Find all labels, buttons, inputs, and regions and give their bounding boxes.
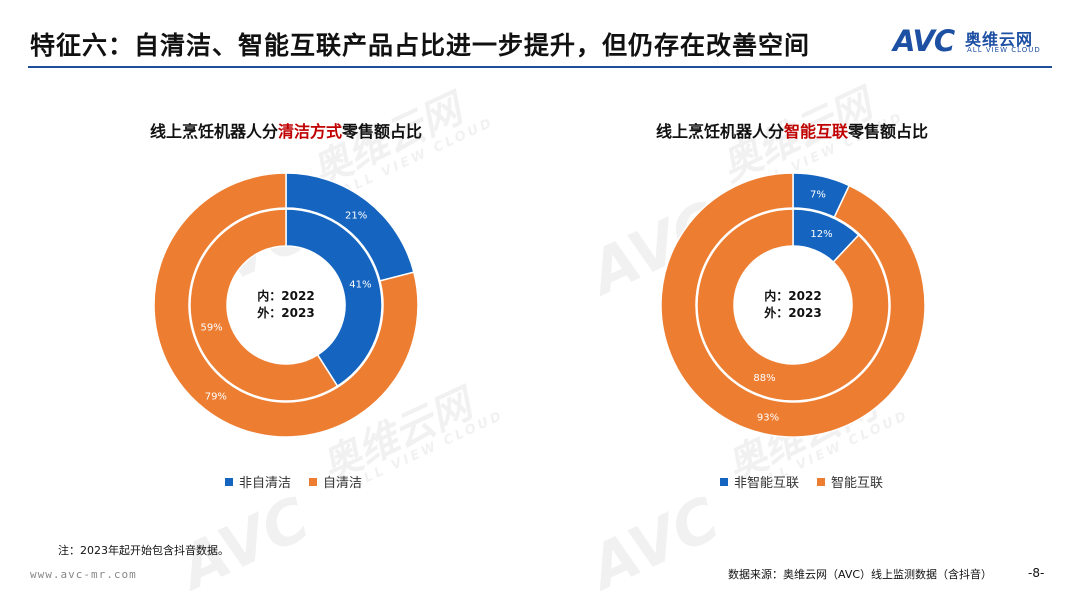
center-label-inner: 内：2022 [257,288,314,303]
legend-swatch [309,477,318,486]
logo-mark: AVC [893,24,955,58]
avc-logo: AVC 奥维云网 ALL VIEW CLOUD [893,24,1053,60]
legend-cleaning: 非自清洁 自清洁 [225,472,362,491]
legend-label: 自清洁 [323,476,363,491]
chart-title-cleaning: 线上烹饪机器人分清洁方式零售额占比 [136,118,436,142]
donut-chart-smart: 12% 88% 7% 93% 内：2022 外：2023 [660,172,926,438]
data-label-2023-0: 7% [810,189,826,200]
legend-item: 非智能互联 [720,472,799,491]
chart-title-smart: 线上烹饪机器人分智能互联零售额占比 [642,118,942,142]
legend-item: 非自清洁 [225,472,291,491]
donut-chart-cleaning: 41% 59% 21% 79% 内：2022 外：2023 [153,172,419,438]
footnote: 注：2023年起开始包含抖音数据。 [58,544,229,557]
donut-slice-2022-0 [285,208,383,388]
chart-title-pre: 线上烹饪机器人分 [655,122,784,141]
center-label-outer: 外：2023 [257,305,314,320]
data-label-2022-1: 59% [200,323,222,334]
logo-cn: 奥维云网 [965,30,1034,49]
data-source: 数据来源：奥维云网（AVC）线上监测数据（含抖音） [728,568,993,581]
donut-slice-2023-1 [153,172,419,438]
data-label-2023-1: 93% [757,413,779,424]
legend-item: 自清洁 [309,472,362,491]
legend-swatch [817,477,826,486]
watermark-mark: AVC [580,483,730,604]
data-label-2022-1: 88% [753,373,775,384]
donut-slice-2023-1 [660,172,926,438]
data-label-2022-0: 12% [810,229,832,240]
legend-item: 智能互联 [817,472,883,491]
legend-swatch [720,477,728,486]
donut-slice-2022-1 [696,208,890,402]
data-label-2022-0: 41% [349,279,371,290]
center-label-inner: 内：2022 [764,288,821,303]
chart-title-highlight: 清洁方式 [277,122,342,141]
legend-smart: 非智能互联 智能互联 [720,472,883,491]
legend-label: 非自清洁 [239,476,292,491]
chart-title-post: 零售额占比 [848,122,929,141]
donut-slice-2022-1 [189,208,339,402]
legend-label: 智能互联 [831,476,884,491]
logo-en: ALL VIEW CLOUD [967,46,1041,54]
page-number: -8- [1028,566,1045,580]
legend-swatch [225,477,233,486]
page-title: 特征六：自清洁、智能互联产品占比进一步提升，但仍存在改善空间 [30,31,811,60]
chart-title-highlight: 智能互联 [783,122,848,141]
chart-title-post: 零售额占比 [342,122,423,141]
header-divider [28,66,1052,68]
data-label-2023-0: 21% [345,211,367,222]
center-label-outer: 外：2023 [764,305,821,320]
chart-title-pre: 线上烹饪机器人分 [149,122,278,141]
legend-label: 非智能互联 [734,476,800,491]
website-url[interactable]: www.avc-mr.com [30,568,137,581]
data-label-2023-1: 79% [205,391,227,402]
